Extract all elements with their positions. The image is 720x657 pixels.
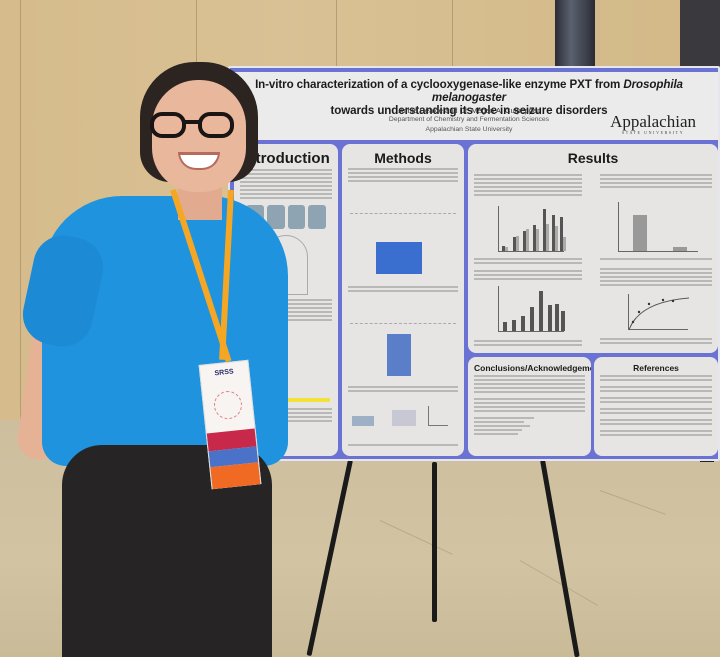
methods-heading: Methods (374, 150, 432, 166)
easel-center-leg (432, 462, 437, 622)
inclusion-body-workflow-diagram (350, 304, 456, 324)
sds-page-gel-figure-2 (387, 334, 411, 376)
poster-header: In-vitro characterization of a cyclooxyg… (234, 72, 718, 140)
methods-section: Methods (342, 144, 464, 456)
poster-authors: Annie Deakle and Dr. Megen A. Culpepper (398, 106, 540, 115)
poster-title: In-vitro characterization of a cyclooxyg… (255, 78, 683, 117)
conclusions-heading: Conclusions/Acknowledgements (474, 363, 591, 373)
appalachian-logo: Appalachian STATE UNIVERSITY (610, 112, 696, 135)
badge-emblem-icon (212, 389, 244, 421)
results-heading: Results (567, 150, 619, 166)
references-heading: References (633, 363, 679, 373)
purification-workflow-diagram (350, 192, 456, 214)
results-section: Results (468, 144, 718, 353)
figure-7-bar-chart (498, 206, 566, 252)
figure-8-bar-chart (618, 202, 698, 252)
introduction-heading: Introduction (242, 150, 330, 167)
figure-9-ph-bar-chart (498, 286, 565, 332)
fmre-assay-diagram (352, 406, 454, 432)
glasses-icon (198, 112, 234, 138)
dark-pillar (555, 0, 595, 70)
research-poster: In-vitro characterization of a cyclooxyg… (228, 66, 720, 461)
poster-department: Department of Chemistry and Fermentation… (388, 116, 550, 123)
glasses-icon (150, 112, 186, 138)
poster-university: Appalachian State University (425, 126, 513, 133)
conclusions-section: Conclusions/Acknowledgements (468, 357, 591, 456)
sds-page-gel-figure (376, 242, 422, 274)
dark-column (680, 0, 720, 70)
figure-10-kinetics-plot (628, 294, 689, 330)
references-section: References (594, 357, 718, 456)
glasses-bridge (185, 120, 199, 124)
wall-panel-seam (20, 0, 21, 440)
badge-logo: SRSS (214, 368, 234, 378)
